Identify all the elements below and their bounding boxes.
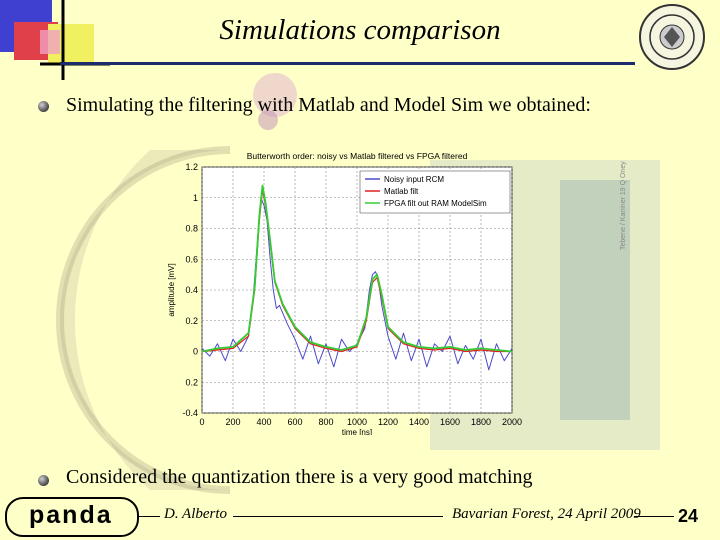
x-tick-label: 600 — [287, 417, 302, 427]
legend-label: Noisy input RCM — [384, 175, 444, 184]
x-tick-label: 1200 — [378, 417, 398, 427]
bullet-icon — [38, 475, 49, 486]
footer-event: Bavarian Forest, 24 April 2009 — [452, 506, 641, 522]
y-tick-label: 1.2 — [185, 162, 198, 172]
filter-comparison-chart: 0 200 400 600 800 1000 1200 1400 1600 1800 2000 -0.… — [167, 151, 522, 435]
chart-legend — [359, 170, 511, 214]
x-axis-label: time [ns] — [342, 428, 372, 435]
x-tick-label: 800 — [318, 417, 333, 427]
x-tick-label: 200 — [225, 417, 240, 427]
university-seal-logo — [639, 4, 705, 70]
x-tick-label: 2000 — [502, 417, 522, 427]
x-tick-label: 1000 — [347, 417, 367, 427]
title-rule — [60, 62, 635, 65]
x-tick-label: 1800 — [471, 417, 491, 427]
footer-rule-left — [138, 516, 160, 517]
page-number: 24 — [678, 506, 699, 526]
y-axis-label: amplitude [mV] — [167, 263, 176, 316]
side-credit-text: Tebene / Kaniner 19 Q Oney — [620, 161, 627, 250]
panda-logo: panda — [5, 497, 139, 537]
footer-rule-middle — [233, 516, 443, 517]
x-tick-label: 0 — [199, 417, 204, 427]
legend-label: Matlab filt — [384, 187, 419, 196]
y-tick-label: -0.4 — [182, 408, 198, 418]
footer-rule-right — [634, 516, 674, 517]
bullet-icon — [38, 101, 49, 112]
x-tick-label: 1400 — [409, 417, 429, 427]
y-tick-label: 0.4 — [185, 285, 198, 295]
footer-author: D. Alberto — [164, 506, 228, 522]
legend-label: FPGA filt out RAM ModelSim — [384, 199, 487, 208]
y-tick-label: 0.8 — [185, 224, 198, 234]
bullet-text-2: Considered the quantization there is a v… — [66, 466, 533, 488]
bullet-text-1: Simulating the filtering with Matlab and… — [66, 94, 591, 116]
decorative-squares-logo — [0, 0, 110, 80]
y-tick-label: 1 — [193, 193, 198, 203]
series-line-3 — [201, 184, 513, 353]
x-tick-label: 400 — [256, 417, 271, 427]
chart-title: Butterworth order: noisy vs Matlab filte… — [247, 151, 468, 161]
x-tick-label: 1600 — [440, 417, 460, 427]
slide-title: Simulations comparison — [219, 14, 501, 46]
y-tick-label: 0.2 — [185, 377, 198, 387]
panda-logo-text: panda — [29, 501, 113, 529]
y-tick-label: 0.6 — [185, 254, 198, 264]
y-tick-label: 0.2 — [185, 316, 198, 326]
y-tick-label: 0 — [193, 347, 198, 357]
